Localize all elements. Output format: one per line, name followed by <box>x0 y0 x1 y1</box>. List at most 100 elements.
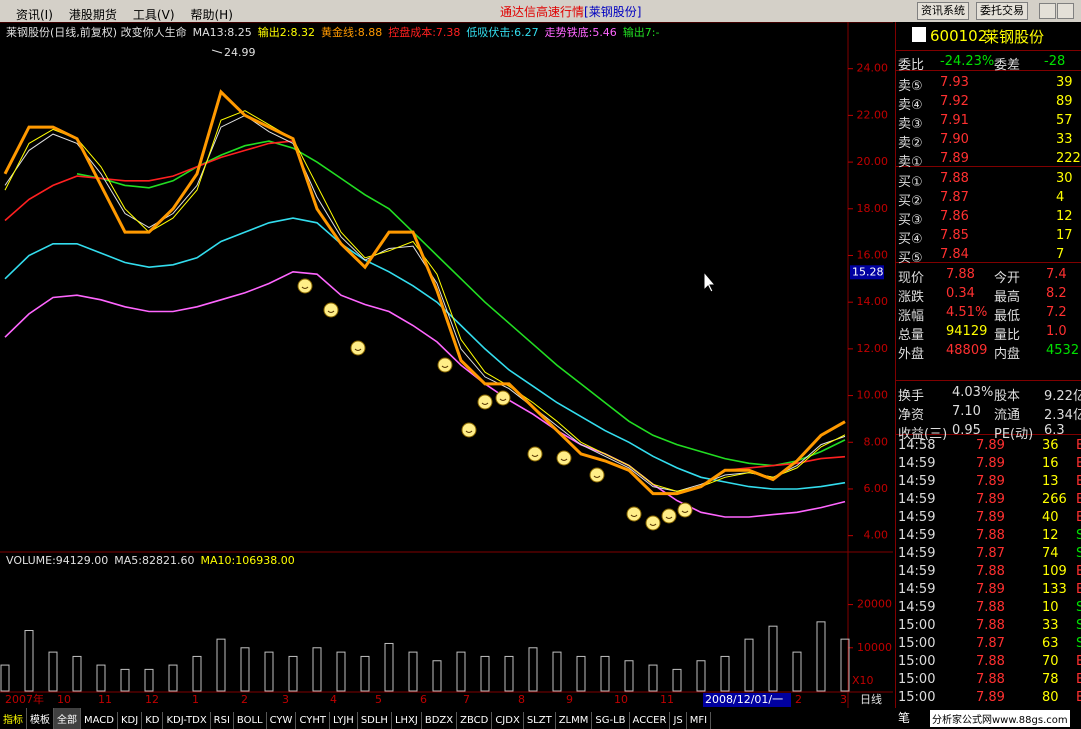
tab[interactable]: 全部 <box>54 708 81 729</box>
period-label: 日线 <box>860 692 882 706</box>
x-tick-label: 2 <box>795 693 802 706</box>
x-tick-label: 7 <box>463 693 470 706</box>
tick-row-cell: B <box>1076 690 1081 705</box>
volume-bar <box>24 630 34 692</box>
bid-row-cell: 7 <box>1056 247 1065 262</box>
indicator-tabs: 指标 模板 全部 MACD KDJ KD KDJ-TDX RSI BOLL CYW CYHT LYJH… <box>0 708 1081 729</box>
tab[interactable]: SLZT <box>524 712 556 729</box>
tab[interactable]: CJDX <box>492 712 524 729</box>
volume-bar <box>72 655 82 692</box>
bid-row: 买③ 7.86 12 <box>896 208 1081 228</box>
bid-row-cell: 7.88 <box>940 171 969 186</box>
chart-legend: 莱钢股份(日线,前复权) 改变你人生命 MA13:8.25 输出2:8.32 黄金线:… <box>6 25 660 39</box>
tab[interactable]: ZBCD <box>457 712 493 729</box>
legend-entry: 走势铁底:5.46 <box>545 25 617 39</box>
tab[interactable]: RSI <box>211 712 234 729</box>
icon-smile <box>499 398 507 401</box>
ask-row-cell: 卖① <box>898 155 923 170</box>
x-tick-label: 11 <box>98 693 112 706</box>
tick-row: 15:00 7.88 33 S <box>896 617 1081 635</box>
bid-row-cell: 7.84 <box>940 247 969 262</box>
stat-row-cell: 4.51% <box>946 305 988 320</box>
tab[interactable]: BOLL <box>234 712 267 729</box>
ask-row-cell: 57 <box>1056 113 1073 128</box>
tab[interactable]: MACD <box>81 712 118 729</box>
tick-row-cell: 14:59 <box>898 456 936 471</box>
menu-item[interactable]: 资讯(I) <box>16 8 53 22</box>
separator <box>896 70 1081 71</box>
volume-bar <box>408 651 418 692</box>
tab[interactable]: SDLH <box>358 712 392 729</box>
button[interactable]: 资讯系统 <box>917 2 969 20</box>
tab[interactable]: KDJ-TDX <box>163 712 211 729</box>
menu-item[interactable]: 港股期货 <box>68 8 117 22</box>
signal-icon <box>661 508 677 524</box>
tick-row-cell: 15:00 <box>898 636 936 651</box>
tick-row-cell: 109 <box>1042 564 1067 579</box>
series-line <box>76 140 846 467</box>
quote-panel: 600102 莱钢股份 委比 -24.23% 委差 -28 卖⑤ 7.93 39 卖④ 7.92 89… <box>895 22 1081 708</box>
minimize[interactable] <box>1039 3 1056 19</box>
volume-bar <box>528 647 538 692</box>
tab[interactable]: JS <box>670 712 687 729</box>
tab[interactable]: LYJH <box>330 712 358 729</box>
x-tick-label: 3 <box>840 693 847 706</box>
ask-row-cell: 7.91 <box>940 113 969 128</box>
button[interactable]: 委托交易 <box>976 2 1028 20</box>
stat-row-cell: 7.2 <box>1046 305 1067 320</box>
tab[interactable]: ZLMM <box>556 712 593 729</box>
y-tick-label: 10.00 <box>857 389 889 402</box>
stat-row-cell: 7.88 <box>946 267 975 282</box>
tab[interactable]: SG-LB <box>592 712 630 729</box>
volume-bar <box>768 625 778 692</box>
tab[interactable]: BDZX <box>422 712 458 729</box>
bid-row: 买④ 7.85 17 <box>896 227 1081 247</box>
volume-bar <box>552 651 562 692</box>
tab[interactable]: 模板 <box>27 708 54 729</box>
tick-row-cell: 7.88 <box>976 618 1005 633</box>
tick-row-cell: 14:59 <box>898 546 936 561</box>
tick-row-cell: 40 <box>1042 510 1059 525</box>
signal-icon <box>645 515 661 531</box>
stat-row-cell: 外盘 <box>898 347 925 362</box>
bid-row-cell: 30 <box>1056 171 1073 186</box>
tab[interactable]: CYW <box>267 712 297 729</box>
tick-row-cell: B <box>1076 492 1081 507</box>
icon-face <box>477 394 493 410</box>
y-tick-label: 10000 <box>857 641 892 654</box>
cursor-price: 15.28 <box>852 265 884 278</box>
menu-item[interactable]: 工具(V) <box>132 8 175 22</box>
signal-icon <box>495 390 511 406</box>
tick-row-cell: 7.88 <box>976 564 1005 579</box>
tab[interactable]: 指标 <box>0 708 27 729</box>
signal-icon <box>350 340 366 356</box>
series-line <box>4 217 846 490</box>
icon-smile <box>649 523 657 526</box>
volume-legend-entry: MA10:106938.00 <box>200 554 294 567</box>
icon-face <box>350 340 366 356</box>
tab[interactable]: KDJ <box>118 712 143 729</box>
stock-name: 莱钢股份 <box>984 28 1045 46</box>
icon-face <box>661 508 677 524</box>
restore[interactable] <box>1057 3 1074 19</box>
tick-row-cell: B <box>1076 510 1081 525</box>
legend-entry: 黄金线:8.88 <box>321 25 382 39</box>
bid-row-cell: 买① <box>898 175 923 190</box>
finance-row-cell: 换手 <box>898 389 925 404</box>
bid-row: 买⑤ 7.84 7 <box>896 246 1081 266</box>
volume-bar <box>600 655 610 692</box>
ask-row-cell: 卖④ <box>898 98 923 113</box>
y-tick-label: 24.00 <box>857 62 889 75</box>
tab[interactable]: LHXJ <box>392 712 422 729</box>
tab[interactable]: CYHT <box>296 712 330 729</box>
legend-entry: 输出2:8.32 <box>258 25 315 39</box>
menu-item[interactable]: 帮助(H) <box>190 8 233 22</box>
volume-legend-entry: VOLUME:94129.00 <box>6 554 108 567</box>
tab[interactable]: ACCER <box>630 712 671 729</box>
volume-bar <box>696 660 706 692</box>
tab[interactable]: MFI <box>687 712 712 729</box>
tick-row: 14:59 7.89 16 B <box>896 455 1081 473</box>
volume-bar <box>168 664 178 692</box>
tab[interactable]: KD <box>142 712 164 729</box>
